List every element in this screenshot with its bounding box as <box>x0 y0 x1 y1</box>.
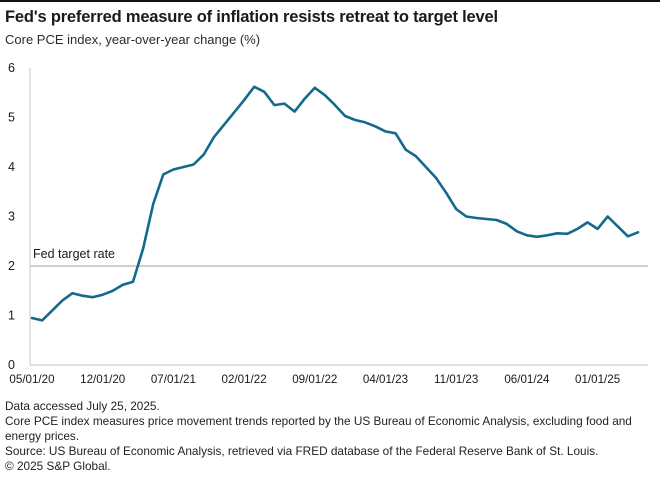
top-accent-rule <box>0 0 660 2</box>
chart-footnotes: Data accessed July 25, 2025. Core PCE in… <box>5 399 656 474</box>
x-tick-label: 06/01/24 <box>504 373 550 386</box>
footnote-data-accessed: Data accessed July 25, 2025. <box>5 399 160 413</box>
chart-subtitle: Core PCE index, year-over-year change (%… <box>5 32 261 47</box>
y-tick-label: 1 <box>8 309 15 323</box>
x-tick-label: 02/01/22 <box>222 373 267 386</box>
x-tick-label: 09/01/22 <box>292 373 337 386</box>
footnote-definition: Core PCE index measures price movement t… <box>5 414 632 443</box>
footnote-source: Source: US Bureau of Economic Analysis, … <box>5 444 599 458</box>
y-tick-label: 3 <box>8 210 15 224</box>
x-tick-label: 12/01/20 <box>80 373 125 386</box>
y-tick-label: 0 <box>8 358 15 372</box>
y-tick-label: 2 <box>8 259 15 273</box>
y-tick-label: 4 <box>8 160 15 174</box>
footnote-copyright: © 2025 S&P Global. <box>5 459 111 473</box>
y-tick-label: 6 <box>8 61 15 75</box>
x-tick-label: 01/01/25 <box>575 373 620 386</box>
core-pce-series-line <box>30 85 640 322</box>
y-tick-label: 5 <box>8 111 15 125</box>
line-chart: 0 1 2 3 4 5 6 05/01/20 12/01/20 07/01/21 02/01/22 0… <box>8 61 648 386</box>
fed-target-rate-label: Fed target rate <box>33 247 115 261</box>
x-tick-label: 11/01/23 <box>434 373 478 386</box>
page-title: Fed's preferred measure of inflation res… <box>5 8 498 26</box>
x-tick-label: 07/01/21 <box>151 373 196 386</box>
x-tick-label: 04/01/23 <box>363 373 408 386</box>
x-tick-label: 05/01/20 <box>9 373 54 386</box>
chart-header: Fed's preferred measure of inflation res… <box>5 7 655 48</box>
